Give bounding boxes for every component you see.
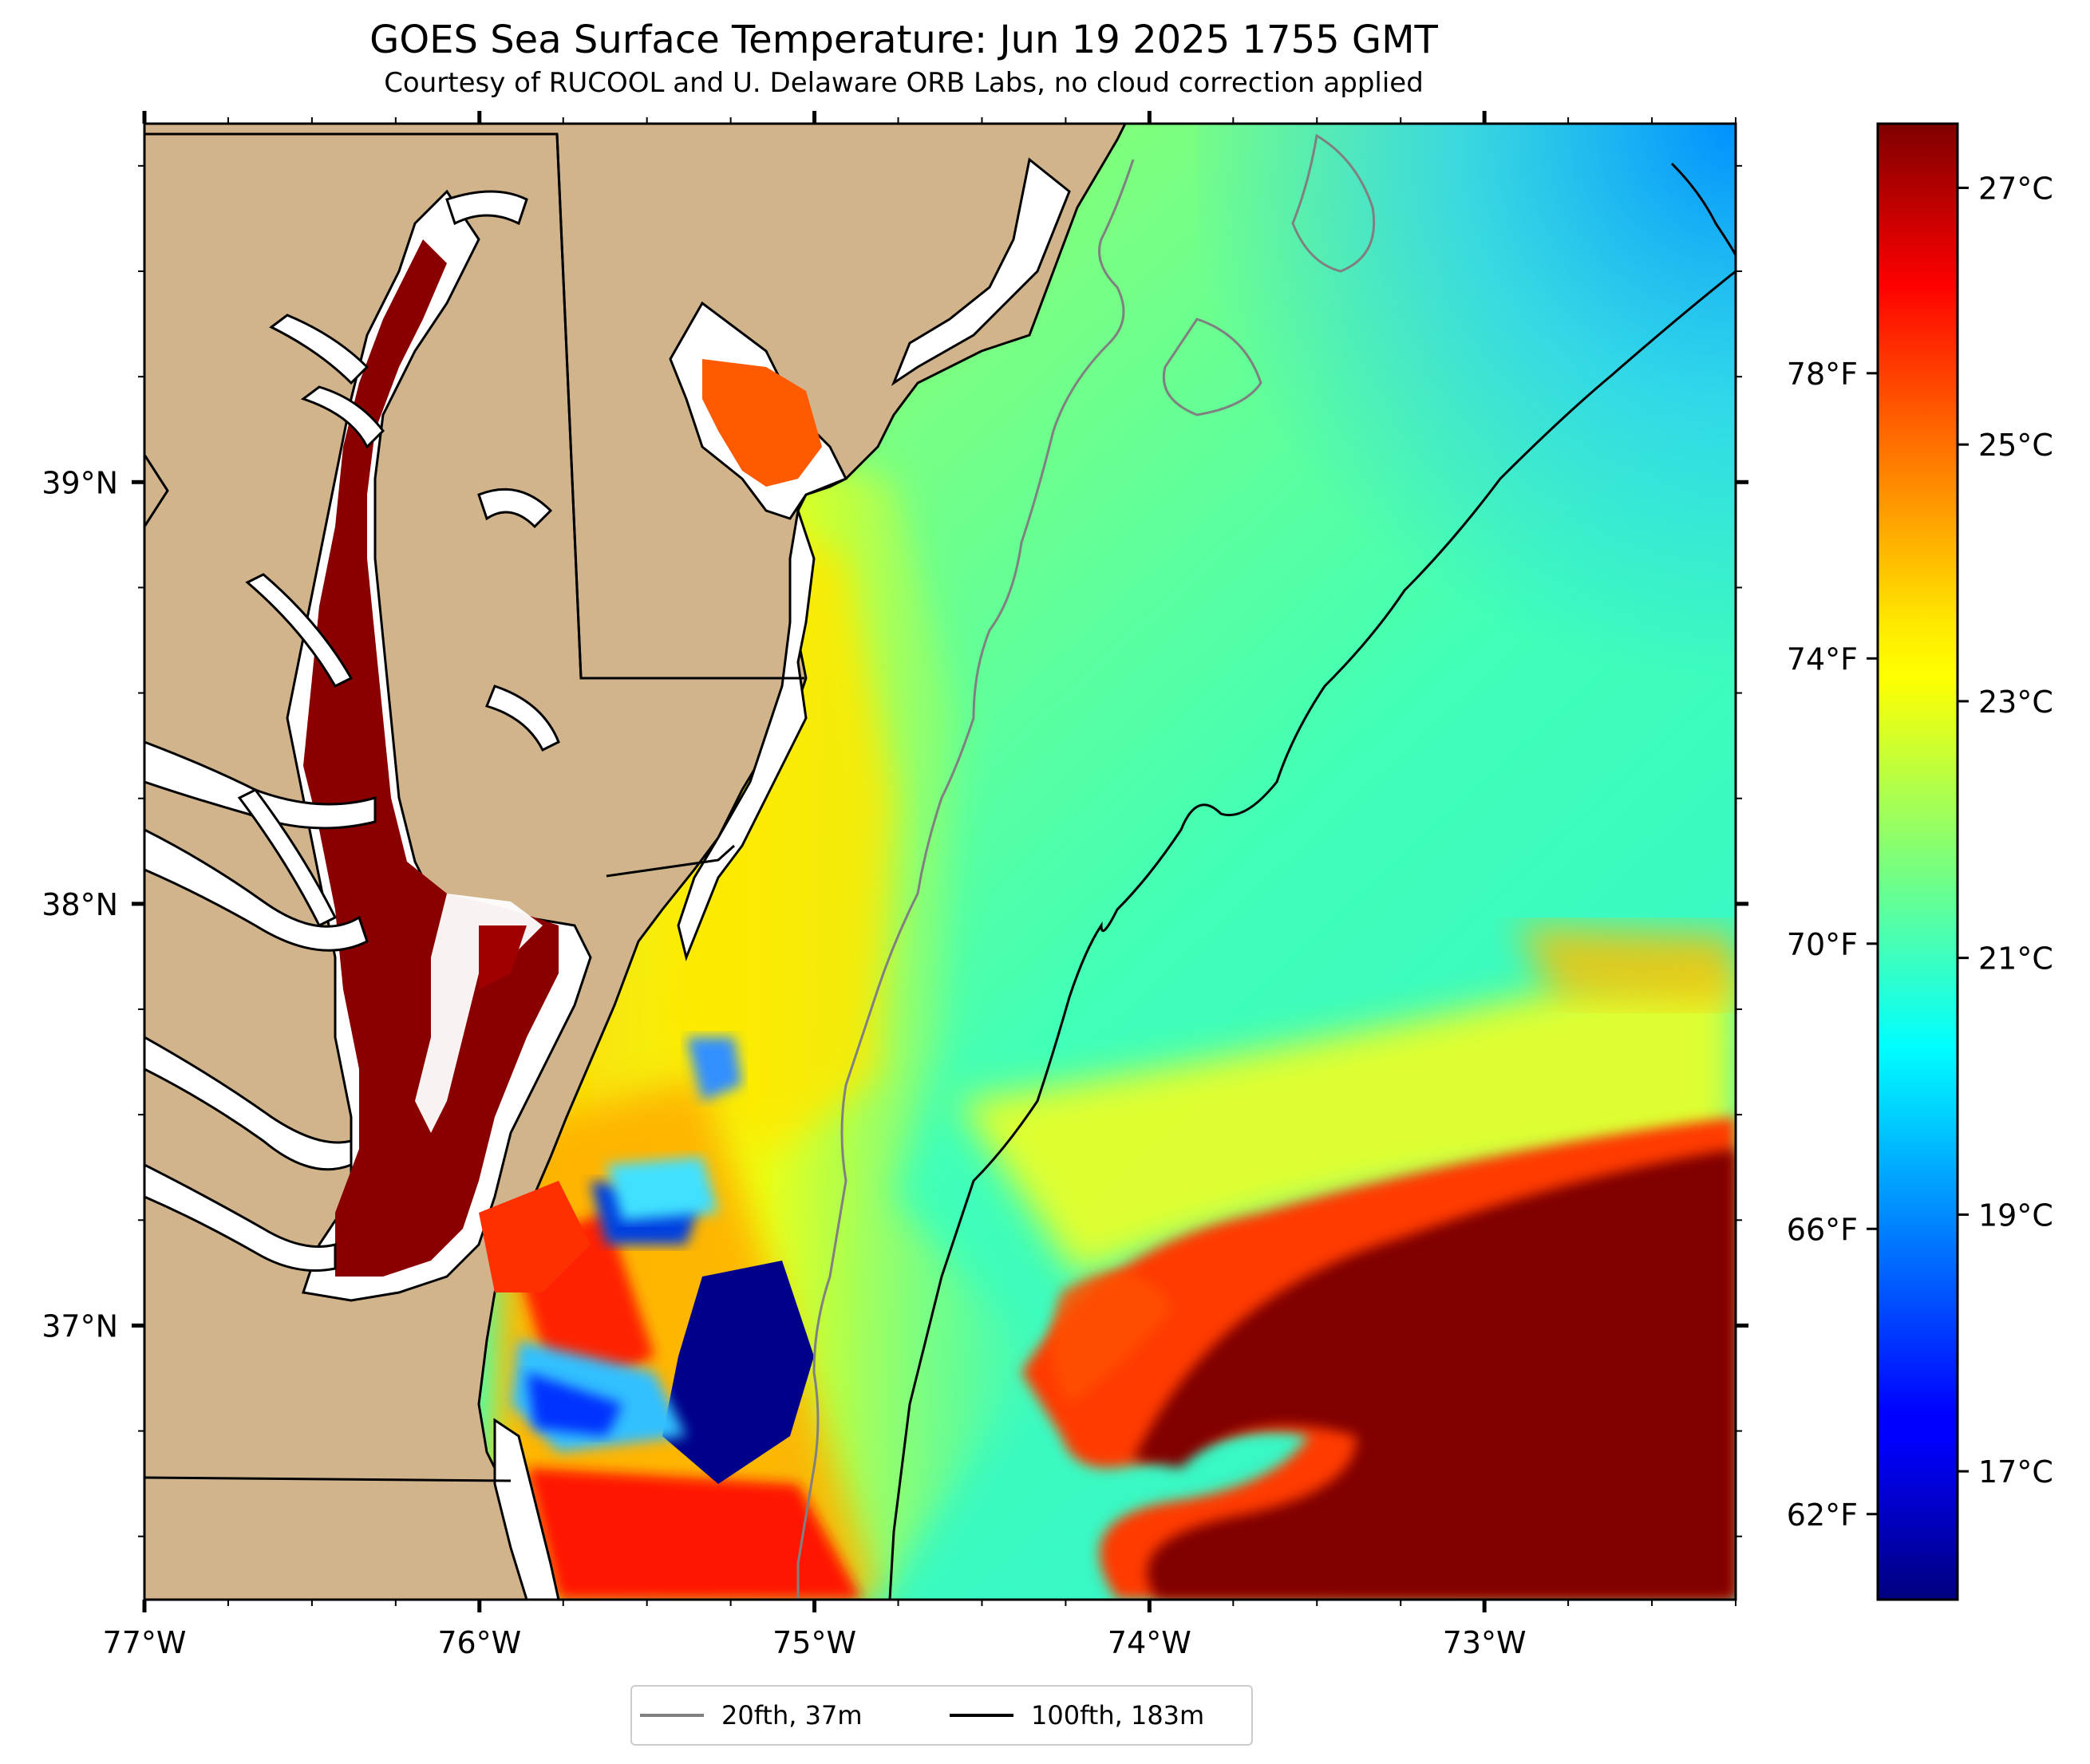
colorbar-labels: 27°C 25°C 23°C 21°C 19°C 17°C 78°F 74°F 70°F 66°F…: [1787, 171, 2053, 1532]
state-borders: [144, 132, 804, 1482]
y-tick-label: 37°N: [41, 1308, 118, 1344]
chesapeake-bay-warm: [303, 239, 559, 1277]
cold-upwelling-patch: [662, 1261, 814, 1484]
colorbar-celsius-label: 17°C: [1978, 1454, 2053, 1490]
colorbar: [1876, 122, 1959, 1601]
y-tick-label: 39°N: [41, 465, 118, 500]
map-subtitle: Courtesy of RUCOOL and U. Delaware ORB L…: [384, 67, 1424, 99]
tributary-rivers: [144, 190, 560, 1272]
legend-item-100fth: 100fth, 183m: [950, 1687, 1204, 1744]
axis-ticks: [132, 111, 1748, 1612]
x-tick-label: 74°W: [1108, 1625, 1191, 1660]
legend-label-100fth: 100fth, 183m: [1031, 1700, 1205, 1730]
x-tick-label: 76°W: [437, 1625, 521, 1660]
colorbar-fahrenheit-label: 66°F: [1787, 1212, 1858, 1247]
colorbar-fahrenheit-label: 70°F: [1787, 927, 1858, 962]
colorbar-fahrenheit-label: 62°F: [1787, 1498, 1858, 1533]
colorbar-celsius-label: 21°C: [1978, 941, 2053, 977]
legend-label-20fth: 20fth, 37m: [721, 1700, 863, 1730]
axis-labels: 77°W 76°W 75°W 74°W 73°W 39°N 38°N 37°N: [41, 465, 1526, 1660]
colorbar-ticks: [1867, 186, 1969, 1516]
isobath-100fth: [888, 270, 1736, 1600]
colorbar-celsius-label: 25°C: [1978, 428, 2053, 463]
legend-swatch-20fth: [640, 1714, 704, 1717]
map-title: GOES Sea Surface Temperature: Jun 19 202…: [369, 18, 1438, 62]
map-frame: [143, 122, 1737, 1601]
legend-swatch-100fth: [950, 1714, 1013, 1717]
colorbar-celsius-label: 23°C: [1978, 685, 2053, 720]
isobath-legend: 20fth, 37m 100fth, 183m: [630, 1685, 1253, 1746]
x-tick-label: 75°W: [772, 1625, 856, 1660]
plot-area: [144, 124, 1736, 1600]
colorbar-fahrenheit-label: 78°F: [1787, 357, 1858, 392]
y-tick-label: 38°N: [41, 887, 118, 922]
colorbar-fahrenheit-label: 74°F: [1787, 641, 1858, 677]
colorbar-celsius-label: 27°C: [1978, 171, 2053, 206]
isobath-20fth: [796, 159, 1135, 1600]
colorbar-celsius-label: 19°C: [1978, 1198, 2053, 1233]
x-tick-label: 73°W: [1443, 1625, 1527, 1660]
x-tick-label: 77°W: [103, 1625, 187, 1660]
legend-item-20fth: 20fth, 37m: [640, 1687, 862, 1744]
